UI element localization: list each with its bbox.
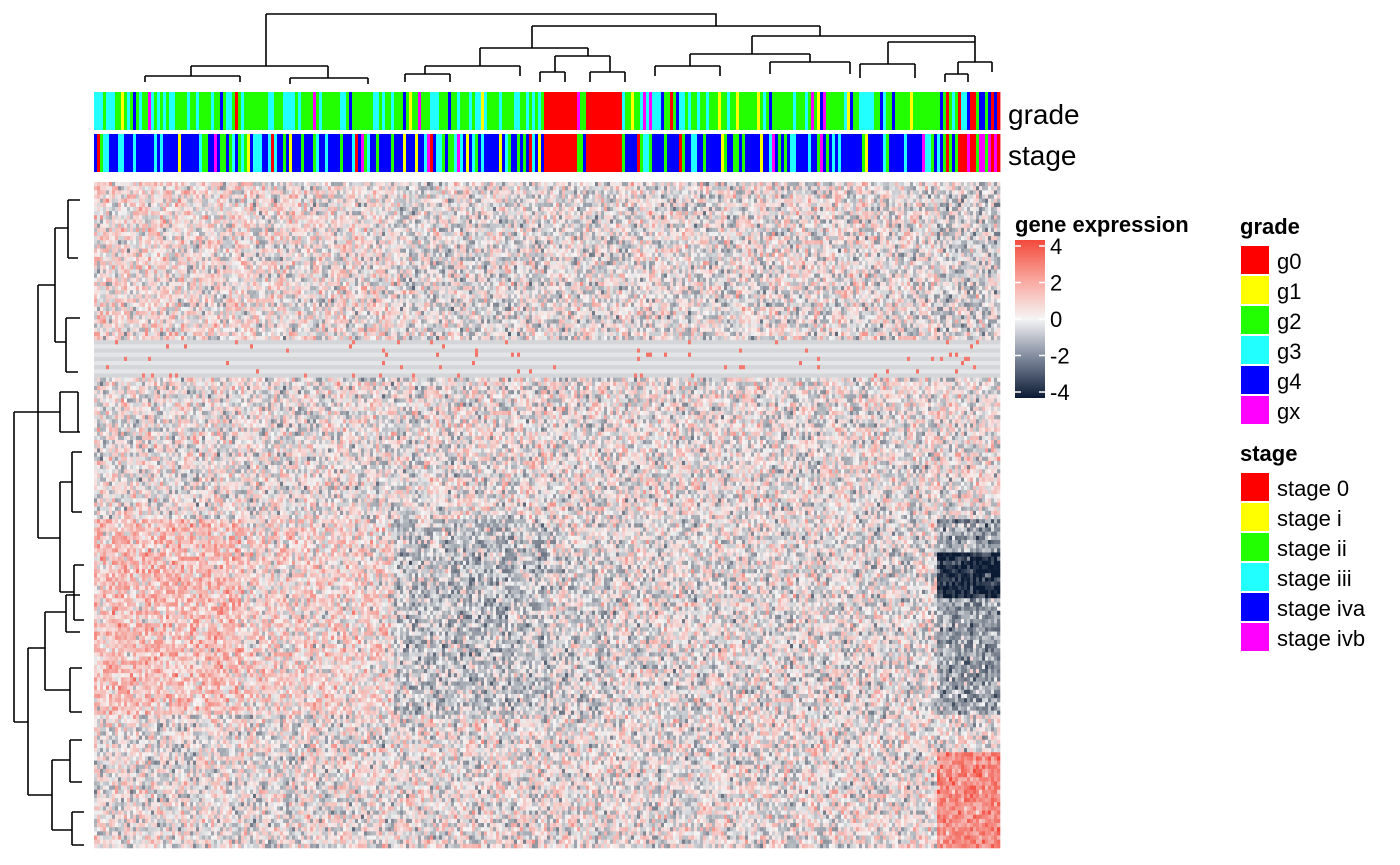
legend-swatch — [1241, 396, 1269, 424]
color-scale-tick-label: -4 — [1050, 380, 1070, 405]
row-dendrogram — [13, 199, 84, 846]
legend-item-label: g4 — [1277, 369, 1301, 394]
column-dendrogram — [144, 13, 993, 84]
color-scale-tick-label: 4 — [1050, 234, 1062, 259]
legend-swatch — [1241, 306, 1269, 334]
grade-track-label: grade — [1008, 99, 1080, 130]
color-scale-tick-label: 2 — [1050, 271, 1062, 296]
legend-item-label: g3 — [1277, 339, 1301, 364]
categorical-legends: grade g0 g1 g2 g3 g4 gx stage stage 0 stage i stag… — [1240, 214, 1366, 651]
stage-track-label: stage — [1008, 140, 1077, 171]
legend-swatch — [1241, 276, 1269, 304]
color-scale-tick-label: -2 — [1050, 344, 1070, 369]
legend-swatch — [1241, 336, 1269, 364]
legend-item-label: stage iva — [1277, 596, 1366, 621]
color-scale-title: gene expression — [1015, 212, 1189, 237]
legend-item-label: stage 0 — [1277, 476, 1349, 501]
color-scale-legend: gene expression 4 2 0 -2 -4 — [1015, 212, 1189, 405]
stage-legend-title: stage — [1240, 441, 1297, 466]
legend-item-label: stage iii — [1277, 566, 1352, 591]
legend-swatch — [1241, 473, 1269, 501]
color-scale-tick-label: 0 — [1050, 307, 1062, 332]
legend-swatch — [1241, 366, 1269, 394]
legend-swatch — [1241, 503, 1269, 531]
legend-swatch — [1241, 563, 1269, 591]
legend-item-label: g0 — [1277, 249, 1301, 274]
stage-annotation-track — [94, 134, 1001, 172]
legend-item-label: g1 — [1277, 279, 1301, 304]
legend-swatch — [1241, 533, 1269, 561]
legend-swatch — [1241, 246, 1269, 274]
legend-item-label: stage ii — [1277, 536, 1347, 561]
legend-swatch — [1241, 623, 1269, 651]
heatmap-matrix — [94, 182, 1001, 849]
grade-legend-title: grade — [1240, 214, 1300, 239]
legend-item-label: g2 — [1277, 309, 1301, 334]
legend-item-label: stage i — [1277, 506, 1342, 531]
legend-item-label: gx — [1277, 399, 1300, 424]
legend-item-label: stage ivb — [1277, 626, 1365, 651]
legend-swatch — [1241, 593, 1269, 621]
grade-annotation-track — [94, 92, 1001, 130]
